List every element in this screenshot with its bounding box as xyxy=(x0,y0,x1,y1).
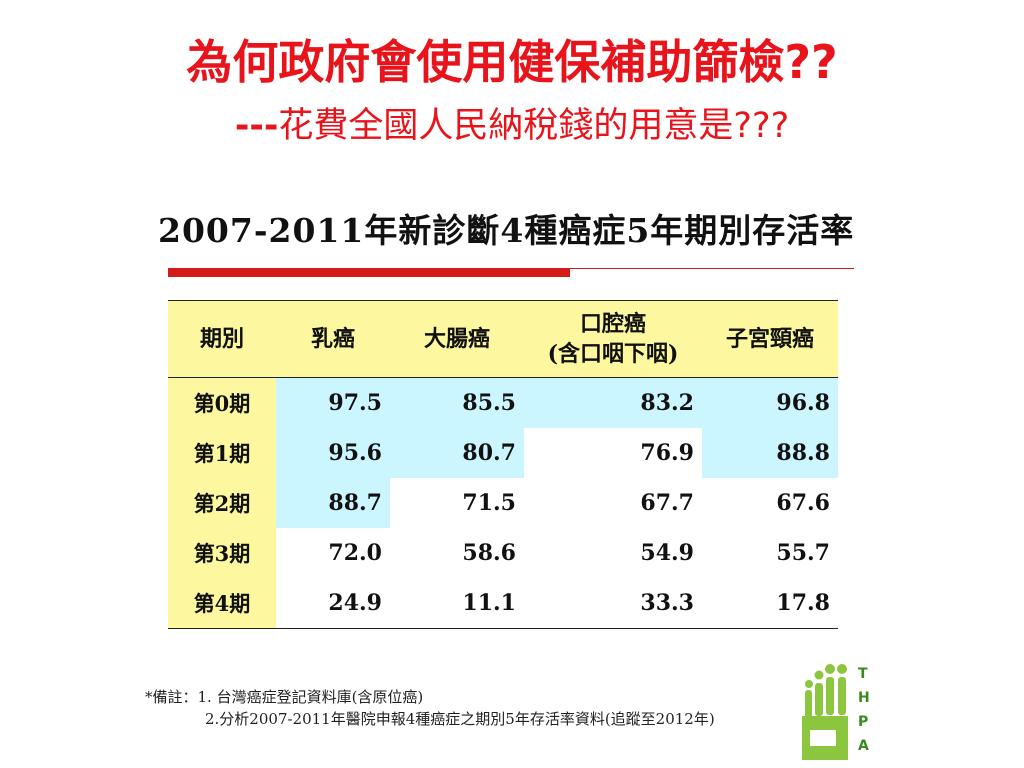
footnote-line-1: *備註：1. 台灣癌症登記資料庫(含原位癌) xyxy=(145,688,424,706)
oral-value: 76.9 xyxy=(524,428,702,478)
cervical-value: 67.6 xyxy=(702,478,838,528)
table-row: 第0期 97.5 85.5 83.2 96.8 xyxy=(168,377,838,428)
footnote: *備註：1. 台灣癌症登記資料庫(含原位癌) 2.分析2007-2011年醫院申… xyxy=(145,686,715,730)
subtitle-dashes: --- xyxy=(234,106,279,146)
title-underline-thick xyxy=(168,268,570,277)
cervical-value: 88.8 xyxy=(702,428,838,478)
thpa-logo: T H P A xyxy=(796,660,882,764)
colorectal-value: 80.7 xyxy=(390,428,524,478)
breast-value: 72.0 xyxy=(276,528,390,578)
slide-title: 為何政府會使用健保補助篩檢?? xyxy=(186,35,838,89)
header-oral-cancer-line2: (含口咽下咽) xyxy=(547,341,679,367)
breast-value: 24.9 xyxy=(276,578,390,629)
table-row: 第3期 72.0 58.6 54.9 55.7 xyxy=(168,528,838,578)
table-header-row: 期別 乳癌 大腸癌 口腔癌 (含口咽下咽) 子宮頸癌 xyxy=(168,300,838,378)
cervical-value: 55.7 xyxy=(702,528,838,578)
colorectal-value: 71.5 xyxy=(390,478,524,528)
cervical-value: 96.8 xyxy=(702,377,838,428)
thpa-hand-icon: T H P A xyxy=(802,664,870,760)
header-oral-cancer: 口腔癌 (含口咽下咽) xyxy=(524,300,702,378)
colorectal-value: 58.6 xyxy=(390,528,524,578)
colorectal-value: 85.5 xyxy=(390,377,524,428)
logo-letter: P xyxy=(858,714,868,730)
cervical-value: 17.8 xyxy=(702,578,838,629)
table-row: 第4期 24.9 11.1 33.3 17.8 xyxy=(168,578,838,629)
stage-label: 第1期 xyxy=(168,428,276,478)
colorectal-value: 11.1 xyxy=(390,578,524,629)
breast-value: 97.5 xyxy=(276,377,390,428)
table-title: 2007-2011年新診斷4種癌症5年期別存活率 xyxy=(158,211,855,250)
breast-value: 88.7 xyxy=(276,478,390,528)
oral-value: 67.7 xyxy=(524,478,702,528)
slide-subtitle: ---花費全國人民納稅錢的用意是??? xyxy=(0,104,1024,148)
header-colorectal-cancer: 大腸癌 xyxy=(390,300,524,378)
oral-value: 54.9 xyxy=(524,528,702,578)
footnote-line-2: 2.分析2007-2011年醫院申報4種癌症之期別5年存活率資料(追蹤至2012… xyxy=(205,710,715,728)
survival-rate-table: 期別 乳癌 大腸癌 口腔癌 (含口咽下咽) 子宮頸癌 第0期 97.5 85.5 … xyxy=(168,300,838,629)
header-period: 期別 xyxy=(168,300,276,378)
logo-letter: H xyxy=(858,690,870,706)
oral-value: 83.2 xyxy=(524,377,702,428)
breast-value: 95.6 xyxy=(276,428,390,478)
header-breast-cancer: 乳癌 xyxy=(276,300,390,378)
stage-label: 第4期 xyxy=(168,578,276,629)
stage-label: 第2期 xyxy=(168,478,276,528)
header-oral-cancer-line1: 口腔癌 xyxy=(579,311,646,337)
table-row: 第1期 95.6 80.7 76.9 88.8 xyxy=(168,428,838,478)
header-cervical-cancer: 子宮頸癌 xyxy=(702,300,838,378)
title-underline-thin xyxy=(570,268,854,269)
stage-label: 第0期 xyxy=(168,377,276,428)
logo-letter: A xyxy=(858,738,869,754)
stage-label: 第3期 xyxy=(168,528,276,578)
table-row: 第2期 88.7 71.5 67.7 67.6 xyxy=(168,478,838,528)
subtitle-text: 花費全國人民納稅錢的用意是??? xyxy=(278,106,790,146)
logo-letter: T xyxy=(858,666,868,682)
oral-value: 33.3 xyxy=(524,578,702,629)
